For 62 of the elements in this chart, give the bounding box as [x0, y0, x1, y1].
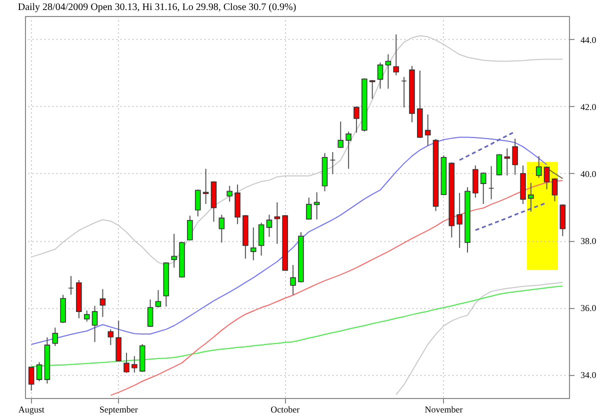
candlestick	[424, 114, 431, 146]
candlestick	[385, 54, 392, 90]
candlestick	[124, 352, 130, 374]
candlestick	[187, 215, 193, 242]
candlestick	[226, 185, 232, 202]
x-tick-label: August	[18, 404, 45, 414]
y-tick-label: 38.0	[580, 236, 597, 246]
candlestick	[401, 76, 407, 108]
candlestick	[194, 189, 201, 217]
candlestick	[306, 197, 312, 220]
x-tick-label: September	[99, 404, 138, 414]
candlestick	[346, 131, 352, 170]
candlestick	[480, 172, 486, 204]
line-series	[30, 136, 548, 345]
y-tick-label: 42.0	[580, 102, 597, 112]
candlestick	[100, 288, 106, 318]
x-tick-label: October	[270, 404, 300, 414]
y-tick-label: 44.0	[580, 34, 597, 45]
candlestick	[266, 214, 272, 238]
candlestick	[218, 214, 225, 244]
chart-title: Daily 28/04/2009 Open 30.13, Hi 31.16, Lo 29.98, Close 30.7 (0.9%)	[18, 2, 296, 13]
candlestick	[512, 138, 518, 176]
candlestick	[202, 168, 209, 204]
candlestick	[28, 366, 34, 392]
candlestick	[171, 233, 177, 268]
candlestick	[338, 121, 344, 149]
candlestick	[155, 290, 162, 308]
candlestick	[456, 192, 462, 248]
x-tick-label: November	[424, 404, 463, 414]
candlestick	[552, 178, 558, 202]
candlestick	[250, 226, 256, 261]
candlestick	[314, 192, 320, 220]
candlestick	[147, 298, 154, 328]
y-tick-label: 40.0	[580, 168, 597, 179]
candlestick	[68, 276, 74, 296]
candlestick	[496, 154, 502, 176]
candlestick	[108, 328, 114, 346]
candlestick	[393, 34, 400, 76]
candlestick	[330, 152, 336, 175]
line-series	[30, 35, 564, 266]
candlestick	[52, 327, 58, 347]
candlestick	[290, 264, 296, 296]
candlestick	[132, 356, 138, 374]
candlestick	[528, 182, 534, 212]
candlestick	[504, 148, 510, 176]
candlestick	[472, 164, 478, 198]
candlestick	[544, 166, 550, 190]
candlestick	[354, 106, 360, 134]
candlestick	[84, 310, 90, 322]
candlestick	[536, 156, 542, 178]
candlestick	[36, 362, 42, 382]
line-series	[396, 282, 564, 396]
candlestick	[92, 305, 98, 343]
y-tick-label: 36.0	[580, 303, 597, 314]
candlestick	[377, 62, 384, 90]
candlestick	[488, 166, 494, 200]
candlestick	[258, 222, 264, 256]
candlestick	[116, 320, 122, 362]
y-tick-label: 34.0	[580, 370, 597, 380]
candlestick	[560, 204, 566, 237]
candlestick	[60, 294, 66, 324]
line-series	[458, 130, 516, 161]
